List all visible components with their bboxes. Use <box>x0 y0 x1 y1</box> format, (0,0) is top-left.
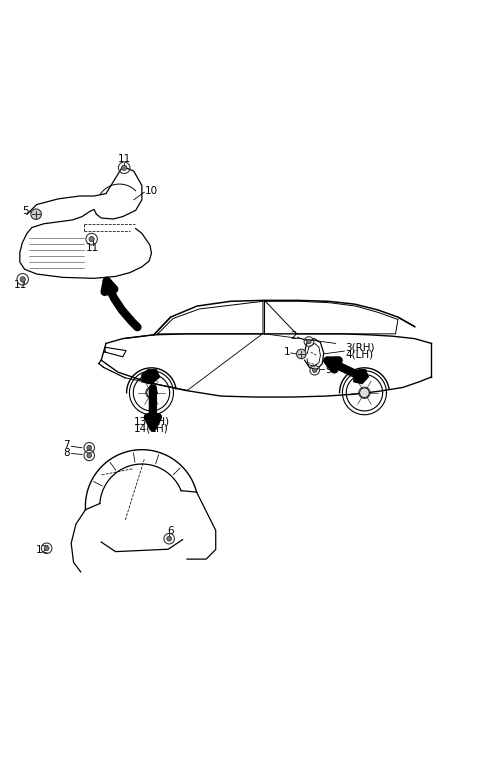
Text: 14(LH): 14(LH) <box>134 424 169 434</box>
Text: 6: 6 <box>168 526 174 536</box>
Circle shape <box>87 453 92 458</box>
Circle shape <box>307 339 311 344</box>
Circle shape <box>360 388 369 397</box>
Polygon shape <box>142 369 159 384</box>
Circle shape <box>297 349 306 359</box>
Text: 11: 11 <box>118 154 131 164</box>
Text: 8: 8 <box>63 448 70 458</box>
Circle shape <box>31 209 41 220</box>
Circle shape <box>89 237 94 242</box>
Circle shape <box>20 277 25 282</box>
Text: 3(RH): 3(RH) <box>345 342 375 352</box>
Polygon shape <box>354 369 368 383</box>
Text: 7: 7 <box>63 440 70 450</box>
Text: 2: 2 <box>290 332 297 341</box>
Text: 5: 5 <box>22 206 29 216</box>
Circle shape <box>121 165 127 170</box>
Text: 11: 11 <box>14 280 27 290</box>
Text: 1: 1 <box>284 347 290 357</box>
Text: 11: 11 <box>86 243 99 253</box>
Circle shape <box>87 445 92 450</box>
Text: 13(RH): 13(RH) <box>133 417 169 427</box>
Circle shape <box>147 388 156 397</box>
Text: 4(LH): 4(LH) <box>345 350 373 360</box>
Circle shape <box>44 546 49 550</box>
Text: 10: 10 <box>145 186 158 196</box>
Circle shape <box>312 368 317 373</box>
Circle shape <box>167 536 171 541</box>
Text: 9: 9 <box>325 365 332 375</box>
Text: 12: 12 <box>36 545 49 555</box>
